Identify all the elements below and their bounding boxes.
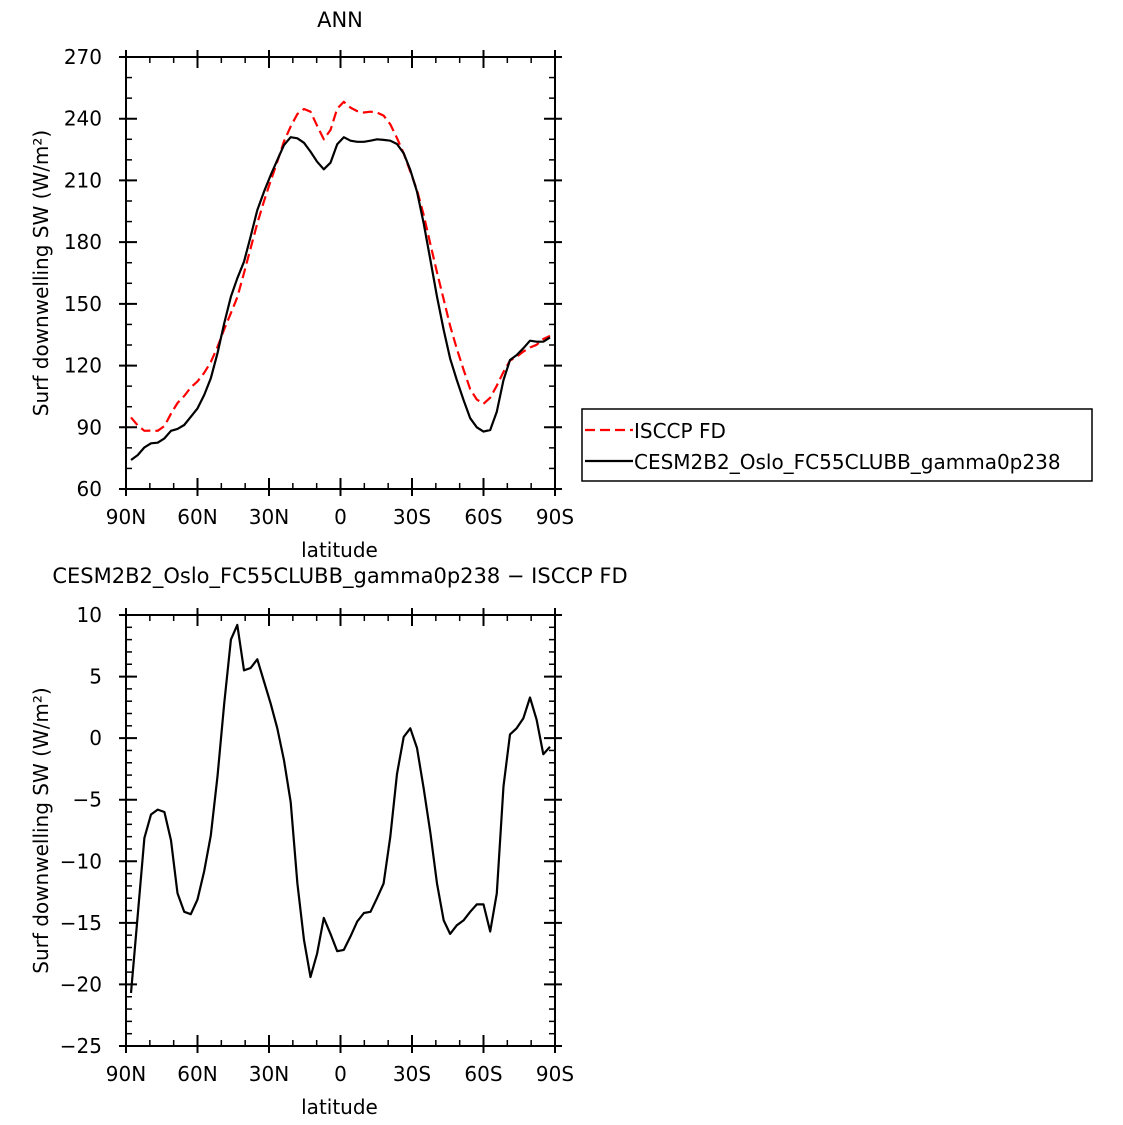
y-tick-label: −5	[73, 788, 102, 812]
y-axis-label: Surf downwelling SW (W/m²)	[29, 130, 53, 416]
chart-title: CESM2B2_Oslo_FC55CLUBB_gamma0p238 − ISCC…	[52, 564, 627, 589]
x-tick-label: 30N	[249, 1062, 289, 1086]
y-tick-label: −25	[60, 1034, 102, 1058]
y-tick-label: −15	[60, 911, 102, 935]
x-tick-label: 30S	[393, 1062, 431, 1086]
difference-panel: CESM2B2_Oslo_FC55CLUBB_gamma0p238 − ISCC…	[29, 564, 628, 1119]
x-tick-label: 90N	[106, 505, 146, 529]
x-tick-label: 60S	[464, 1062, 502, 1086]
legend-box	[581, 408, 1093, 482]
series-line-0	[129, 623, 551, 994]
y-tick-label: 0	[89, 726, 102, 750]
x-tick-label: 30N	[249, 505, 289, 529]
y-axis-label: Surf downwelling SW (W/m²)	[29, 687, 53, 973]
y-tick-label: 180	[64, 230, 102, 254]
x-tick-label: 60N	[177, 505, 217, 529]
legend: ISCCP FD CESM2B2_Oslo_FC55CLUBB_gamma0p23…	[581, 408, 1093, 482]
y-tick-label: 5	[89, 665, 102, 689]
x-tick-label: 60N	[177, 1062, 217, 1086]
y-tick-label: 150	[64, 292, 102, 316]
x-tick-label: 60S	[464, 505, 502, 529]
x-tick-label: 0	[334, 505, 347, 529]
y-tick-label: 60	[77, 477, 102, 501]
plot-frame	[125, 56, 556, 490]
y-tick-label: −10	[60, 849, 102, 873]
top-panel: ANN 90N 60N 30N 0 30S 60S 90S 60 90 120 150 180 210 24…	[29, 8, 574, 562]
y-tick-label: 10	[77, 603, 102, 627]
x-axis-label: latitude	[301, 538, 378, 562]
x-axis-label: latitude	[301, 1095, 378, 1119]
legend-label: ISCCP FD	[634, 419, 726, 443]
x-tick-label: 90N	[106, 1062, 146, 1086]
y-tick-label: 240	[64, 107, 102, 131]
y-tick-label: −20	[60, 972, 102, 996]
y-tick-label: 90	[77, 415, 102, 439]
x-tick-label: 0	[334, 1062, 347, 1086]
x-tick-label: 90S	[536, 1062, 574, 1086]
legend-label: CESM2B2_Oslo_FC55CLUBB_gamma0p238	[634, 450, 1061, 474]
chart-title: ANN	[317, 8, 363, 32]
x-tick-label: 90S	[536, 505, 574, 529]
plot-frame	[125, 614, 556, 1047]
series-line-0	[130, 100, 551, 432]
y-tick-label: 270	[64, 45, 102, 69]
series-line-1	[130, 136, 551, 461]
y-tick-label: 120	[64, 354, 102, 378]
y-tick-label: 210	[64, 168, 102, 192]
x-tick-label: 30S	[393, 505, 431, 529]
